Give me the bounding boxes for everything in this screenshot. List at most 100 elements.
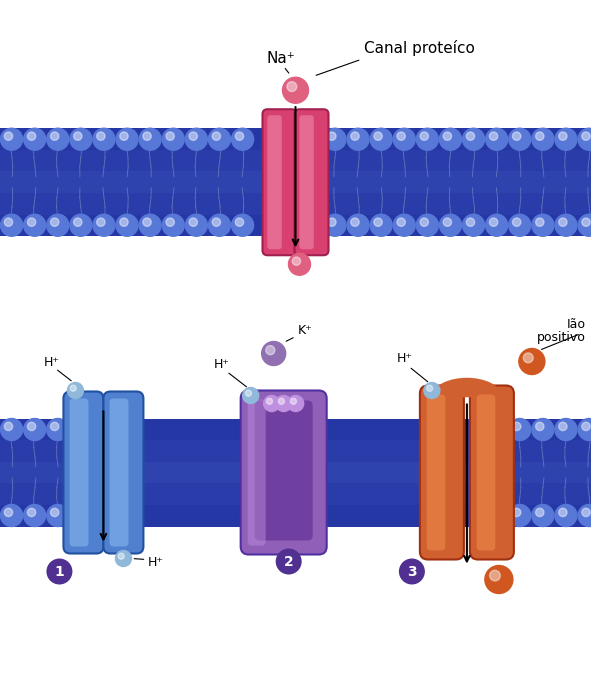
Circle shape — [24, 504, 46, 526]
Circle shape — [324, 214, 346, 236]
Circle shape — [139, 128, 161, 151]
Circle shape — [266, 346, 275, 354]
Text: H⁺: H⁺ — [397, 352, 413, 365]
Circle shape — [50, 218, 59, 226]
Circle shape — [327, 218, 336, 226]
Circle shape — [519, 348, 545, 375]
Circle shape — [397, 132, 405, 140]
Bar — [0, 193, 591, 215]
Circle shape — [27, 508, 35, 516]
FancyBboxPatch shape — [300, 115, 314, 249]
Circle shape — [351, 132, 359, 140]
Circle shape — [93, 128, 115, 151]
Bar — [0, 505, 591, 526]
Circle shape — [555, 128, 577, 151]
Circle shape — [275, 396, 292, 412]
Circle shape — [287, 82, 297, 92]
FancyBboxPatch shape — [420, 385, 464, 560]
FancyBboxPatch shape — [262, 109, 297, 255]
Circle shape — [578, 214, 591, 236]
Text: Na⁺: Na⁺ — [266, 51, 295, 66]
Circle shape — [582, 218, 590, 226]
Circle shape — [374, 132, 382, 140]
Circle shape — [347, 214, 369, 236]
Circle shape — [485, 566, 513, 593]
Circle shape — [143, 218, 151, 226]
FancyBboxPatch shape — [241, 391, 327, 554]
Circle shape — [47, 214, 69, 236]
Circle shape — [186, 128, 207, 151]
Circle shape — [466, 132, 475, 140]
Circle shape — [420, 218, 428, 226]
Circle shape — [292, 257, 301, 265]
Circle shape — [267, 398, 272, 404]
Circle shape — [512, 423, 521, 431]
Circle shape — [115, 551, 131, 566]
Bar — [0, 483, 591, 505]
Circle shape — [558, 508, 567, 516]
Circle shape — [1, 214, 22, 236]
Circle shape — [212, 132, 220, 140]
Circle shape — [139, 214, 161, 236]
Circle shape — [27, 218, 35, 226]
Circle shape — [243, 387, 259, 404]
Circle shape — [143, 132, 151, 140]
Bar — [0, 418, 591, 440]
Circle shape — [282, 77, 309, 103]
Circle shape — [466, 218, 475, 226]
Circle shape — [189, 132, 197, 140]
Circle shape — [232, 214, 254, 236]
Circle shape — [235, 132, 243, 140]
Circle shape — [288, 253, 310, 275]
Circle shape — [186, 214, 207, 236]
Text: Canal proteíco: Canal proteíco — [363, 40, 475, 56]
Circle shape — [1, 418, 22, 441]
Circle shape — [209, 214, 230, 236]
Bar — [0, 150, 591, 171]
Circle shape — [523, 353, 533, 362]
Circle shape — [509, 504, 531, 526]
FancyBboxPatch shape — [103, 392, 144, 554]
Circle shape — [163, 128, 184, 151]
Circle shape — [47, 128, 69, 151]
Circle shape — [97, 132, 105, 140]
Text: 3: 3 — [407, 564, 417, 578]
FancyBboxPatch shape — [477, 394, 495, 551]
Circle shape — [189, 218, 197, 226]
Circle shape — [290, 398, 297, 404]
Circle shape — [347, 128, 369, 151]
Circle shape — [416, 128, 439, 151]
Circle shape — [47, 504, 69, 526]
Circle shape — [1, 504, 22, 526]
Circle shape — [166, 218, 174, 226]
Circle shape — [578, 128, 591, 151]
Text: H⁺: H⁺ — [43, 356, 60, 369]
Circle shape — [324, 128, 346, 151]
Text: K⁺: K⁺ — [298, 323, 313, 337]
FancyBboxPatch shape — [267, 115, 282, 249]
Circle shape — [4, 132, 12, 140]
Circle shape — [70, 385, 76, 391]
Circle shape — [370, 214, 392, 236]
Circle shape — [262, 342, 285, 365]
Circle shape — [463, 214, 485, 236]
Circle shape — [374, 218, 382, 226]
Circle shape — [490, 570, 501, 581]
Circle shape — [27, 423, 35, 431]
Circle shape — [93, 214, 115, 236]
Circle shape — [288, 396, 304, 412]
Circle shape — [532, 504, 554, 526]
Circle shape — [97, 218, 105, 226]
Text: 1: 1 — [54, 564, 64, 578]
Circle shape — [558, 423, 567, 431]
Circle shape — [50, 132, 59, 140]
Text: positivo: positivo — [537, 331, 586, 344]
Circle shape — [235, 218, 243, 226]
Circle shape — [509, 418, 531, 441]
FancyBboxPatch shape — [248, 400, 266, 545]
Circle shape — [509, 128, 531, 151]
Text: Ião: Ião — [567, 319, 586, 331]
Circle shape — [264, 396, 280, 412]
Circle shape — [532, 128, 554, 151]
Circle shape — [532, 418, 554, 441]
